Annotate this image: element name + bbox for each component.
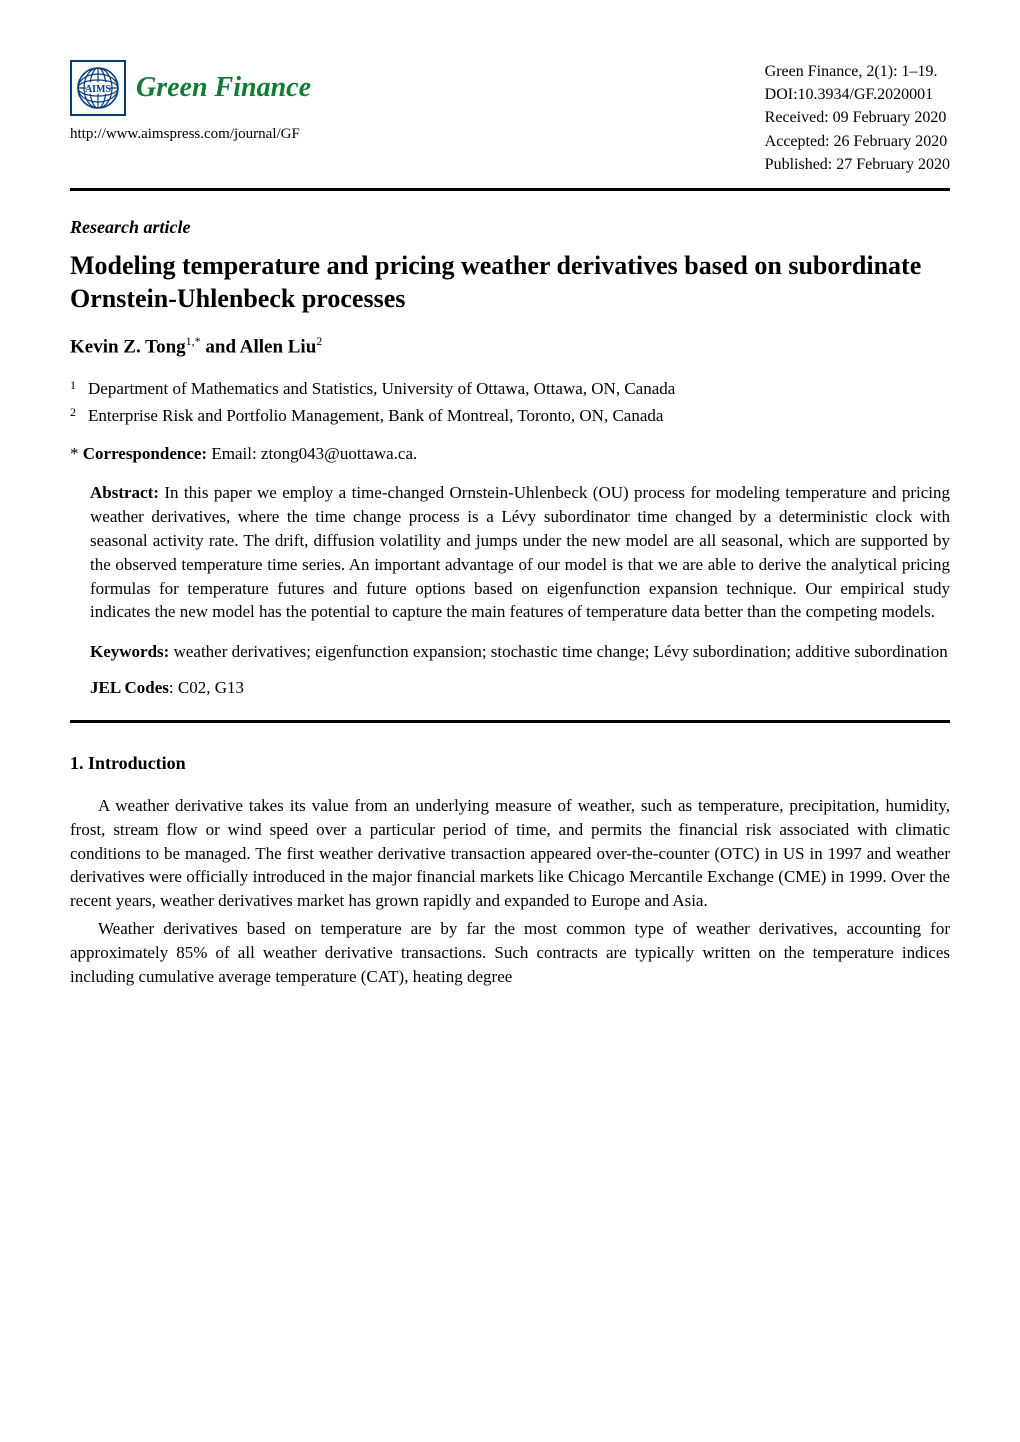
jel-label: JEL Codes [90, 678, 169, 697]
abstract-label: Abstract: [90, 483, 159, 502]
affiliation-row: 2 Enterprise Risk and Portfolio Manageme… [70, 404, 950, 428]
affiliation-row: 1 Department of Mathematics and Statisti… [70, 377, 950, 401]
correspondence: * Correspondence: Email: ztong043@uottaw… [70, 442, 950, 466]
journal-name: Green Finance [136, 68, 311, 107]
keywords-text: weather derivatives; eigenfunction expan… [169, 642, 947, 661]
affil-text-1: Department of Mathematics and Statistics… [88, 377, 675, 401]
intro-para-2: Weather derivatives based on temperature… [70, 917, 950, 988]
abstract-block: Abstract: In this paper we employ a time… [70, 481, 950, 624]
affil-num-2: 2 [70, 404, 80, 428]
mid-rule [70, 720, 950, 723]
affiliations: 1 Department of Mathematics and Statisti… [70, 377, 950, 428]
top-rule [70, 188, 950, 191]
accepted-line: Accepted: 26 February 2020 [765, 130, 950, 153]
section-1-heading: 1. Introduction [70, 751, 950, 776]
published-line: Published: 27 February 2020 [765, 153, 950, 176]
header-left-block: AIMS Green Finance http://www.aimspress.… [70, 60, 311, 145]
received-line: Received: 09 February 2020 [765, 106, 950, 129]
header-row: AIMS Green Finance http://www.aimspress.… [70, 60, 950, 176]
header-meta: Green Finance, 2(1): 1–19. DOI:10.3934/G… [765, 60, 950, 176]
author-1-sup: 1,* [186, 334, 201, 348]
keywords-block: Keywords: weather derivatives; eigenfunc… [70, 640, 950, 664]
author-conjunction: and Allen Liu [201, 336, 317, 357]
aims-logo: AIMS [70, 60, 126, 116]
affil-text-2: Enterprise Risk and Portfolio Management… [88, 404, 663, 428]
authors-line: Kevin Z. Tong1,* and Allen Liu2 [70, 333, 950, 361]
author-1: Kevin Z. Tong [70, 336, 186, 357]
article-type: Research article [70, 215, 950, 240]
globe-icon: AIMS [76, 66, 120, 110]
citation-line: Green Finance, 2(1): 1–19. [765, 60, 950, 83]
jel-text: : C02, G13 [169, 678, 244, 697]
affil-num-1: 1 [70, 377, 80, 401]
correspondence-text: Email: ztong043@uottawa.ca. [207, 444, 417, 463]
correspondence-label: Correspondence: [83, 444, 207, 463]
header-left: AIMS Green Finance [70, 60, 311, 116]
correspondence-star: * [70, 444, 79, 463]
intro-para-1: A weather derivative takes its value fro… [70, 794, 950, 913]
keywords-label: Keywords: [90, 642, 169, 661]
article-title: Modeling temperature and pricing weather… [70, 250, 950, 315]
abstract-text: In this paper we employ a time-changed O… [90, 483, 950, 621]
journal-url: http://www.aimspress.com/journal/GF [70, 124, 311, 145]
logo-text: AIMS [85, 84, 112, 95]
author-2-sup: 2 [316, 334, 322, 348]
jel-block: JEL Codes: C02, G13 [70, 676, 950, 700]
doi-line: DOI:10.3934/GF.2020001 [765, 83, 950, 106]
